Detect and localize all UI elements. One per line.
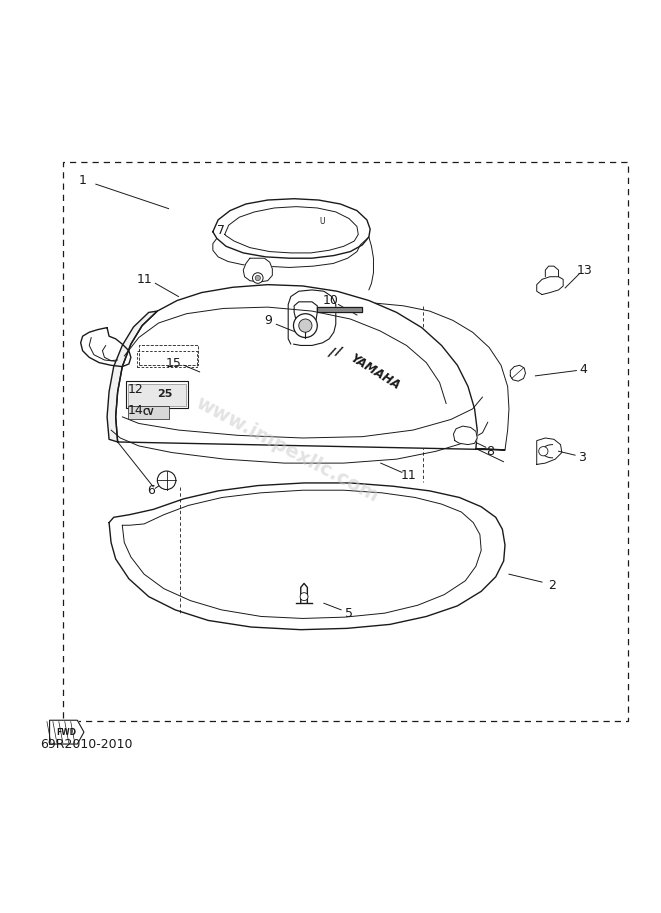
Text: 6: 6 bbox=[147, 485, 155, 498]
Text: 10: 10 bbox=[323, 294, 338, 307]
Text: 7: 7 bbox=[217, 224, 225, 237]
Circle shape bbox=[255, 276, 260, 280]
Text: 13: 13 bbox=[577, 264, 593, 277]
Text: CV: CV bbox=[142, 408, 154, 417]
Text: 1: 1 bbox=[79, 173, 87, 186]
Polygon shape bbox=[50, 720, 84, 744]
Text: 2: 2 bbox=[548, 579, 556, 592]
Circle shape bbox=[300, 593, 308, 601]
Polygon shape bbox=[116, 285, 505, 450]
Polygon shape bbox=[453, 426, 477, 445]
Text: www.impexllc.com: www.impexllc.com bbox=[193, 394, 382, 507]
Text: 11: 11 bbox=[401, 468, 416, 481]
Polygon shape bbox=[243, 258, 272, 282]
Text: YAMAHA: YAMAHA bbox=[348, 352, 403, 393]
Text: U: U bbox=[320, 216, 325, 226]
Polygon shape bbox=[107, 311, 157, 442]
Text: 5: 5 bbox=[345, 607, 353, 620]
Text: 14: 14 bbox=[128, 404, 143, 416]
FancyBboxPatch shape bbox=[128, 383, 186, 405]
Polygon shape bbox=[537, 277, 563, 295]
Circle shape bbox=[157, 471, 176, 489]
Text: 3: 3 bbox=[578, 451, 586, 465]
Circle shape bbox=[299, 319, 312, 332]
Text: 8: 8 bbox=[486, 445, 494, 457]
Text: FWD: FWD bbox=[56, 728, 76, 737]
Circle shape bbox=[539, 446, 548, 456]
Polygon shape bbox=[213, 199, 370, 258]
Circle shape bbox=[253, 273, 263, 283]
Text: 4: 4 bbox=[579, 362, 587, 376]
Text: 25: 25 bbox=[157, 389, 173, 399]
Text: 11: 11 bbox=[136, 273, 152, 286]
Polygon shape bbox=[109, 483, 505, 630]
Circle shape bbox=[293, 314, 317, 338]
FancyBboxPatch shape bbox=[126, 381, 188, 407]
Text: /: / bbox=[333, 343, 344, 358]
Polygon shape bbox=[317, 307, 362, 312]
Text: 12: 12 bbox=[128, 383, 143, 396]
Text: 69R2010-2010: 69R2010-2010 bbox=[40, 738, 132, 750]
Bar bbox=[63, 163, 628, 721]
FancyBboxPatch shape bbox=[128, 406, 169, 419]
Text: 9: 9 bbox=[264, 314, 272, 327]
Text: /: / bbox=[327, 344, 337, 360]
Text: 15: 15 bbox=[165, 358, 181, 371]
